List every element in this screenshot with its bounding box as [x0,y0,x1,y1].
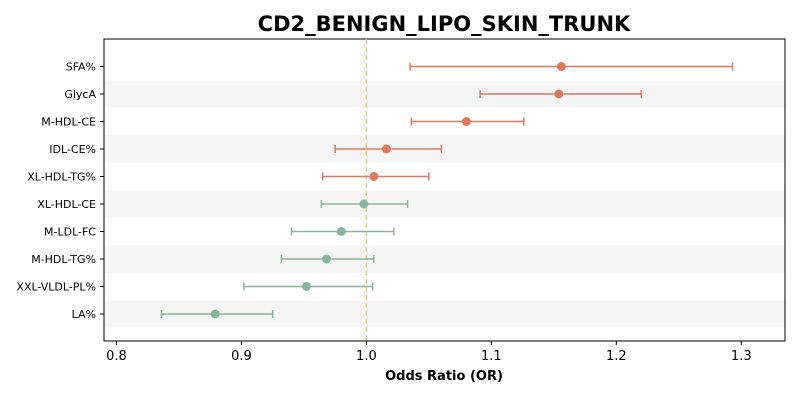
plot-frame [103,38,786,342]
or-point [321,254,331,264]
y-tick-label: GlycA [64,88,96,101]
row-bands [104,80,785,328]
or-point [461,117,471,126]
or-point [359,199,369,209]
series-marks [160,62,734,319]
or-point [301,282,311,291]
y-tick-label: LA% [72,308,96,321]
or-point [381,144,391,154]
y-tick-label: IDL-CE% [49,143,96,156]
row-band [104,245,785,273]
row-band [104,190,785,218]
x-tick-label: 1.3 [731,349,752,364]
y-tick-labels: SFA% GlycA M-HDL-CE IDL-CE% XL-HDL-TG% XL-HDL… [16,61,104,321]
y-tick-label: M-HDL-CE [41,116,96,129]
or-point [556,62,566,71]
x-axis-label: Odds Ratio (OR) [385,369,503,384]
x-ticks: 0.8 0.9 1.0 1.1 1.2 1.3 [106,341,752,364]
chart-title: CD2_BENIGN_LIPO_SKIN_TRUNK [258,12,631,36]
or-point [210,309,220,319]
row-band [104,135,785,163]
y-tick-label: SFA% [66,61,96,74]
or-point [369,172,379,181]
y-tick-label: M-LDL-FC [44,226,96,239]
row-band [104,80,785,108]
x-tick-label: 1.2 [606,349,627,364]
x-tick-label: 1.1 [481,349,502,364]
y-tick-label: XL-HDL-CE [37,198,96,211]
y-tick-label: XXL-VLDL-PL% [16,281,96,294]
x-tick-label: 0.8 [106,349,127,364]
x-tick-label: 0.9 [231,349,252,364]
y-tick-label: M-HDL-TG% [31,253,96,266]
x-tick-label: 1.0 [356,349,377,364]
or-point [336,227,346,236]
y-tick-label: XL-HDL-TG% [27,171,96,184]
or-point [554,89,564,99]
